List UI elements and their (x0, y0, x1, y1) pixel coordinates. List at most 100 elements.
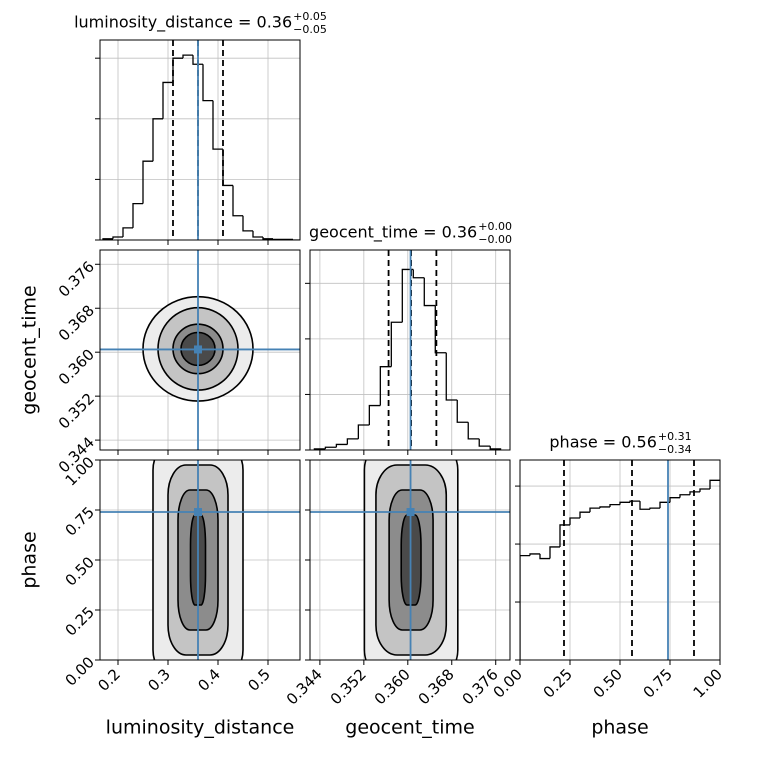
hist-step (629, 500, 640, 503)
y-axis-label: geocent_time (19, 285, 41, 414)
hist-step (609, 503, 620, 507)
truth-marker (194, 345, 202, 354)
y-tick-label: 0.50 (62, 553, 98, 589)
hist-step (445, 352, 458, 401)
x-tick-label: 0.00 (490, 665, 526, 701)
panel-frame (309, 249, 511, 451)
x-axis-label: luminosity_distance (106, 717, 295, 739)
x-axis-label: geocent_time (345, 717, 474, 739)
hist-step (401, 268, 414, 323)
x-tick-label: 0.352 (327, 665, 370, 708)
title-minus: −0.05 (293, 23, 327, 36)
x-tick-label: 0.4 (194, 665, 224, 695)
hist-step (434, 305, 447, 354)
hist-step (412, 269, 425, 279)
hist-step (335, 443, 348, 448)
hist-step (467, 422, 480, 440)
hist-step (549, 546, 560, 559)
x-tick-label: 1.00 (690, 665, 726, 701)
y-axis-label: phase (19, 531, 41, 588)
panel-frame (99, 249, 301, 451)
panel-frame (309, 459, 511, 661)
hist-step (390, 321, 403, 367)
hist-step (619, 501, 630, 505)
hist-step (357, 424, 370, 439)
x-tick-label: 0.344 (283, 665, 326, 708)
panel (100, 250, 300, 450)
hist-step (539, 553, 550, 560)
hist-step (489, 446, 502, 450)
panel (310, 460, 510, 660)
title-minus: −0.34 (658, 443, 692, 456)
x-tick-label: 0.50 (590, 665, 626, 701)
hist-step (232, 185, 243, 217)
hist-step (379, 366, 392, 406)
x-axis-label: phase (591, 717, 648, 739)
panel-frame (99, 459, 301, 661)
hist-step (182, 54, 193, 59)
hist-step (172, 57, 183, 83)
hist-step (599, 506, 610, 509)
x-tick-label: 0.75 (640, 665, 676, 701)
x-tick-label: 0.368 (415, 665, 458, 708)
hist-step (112, 236, 123, 239)
panel-frame (519, 459, 721, 661)
x-tick-label: 0.360 (371, 665, 414, 708)
hist-step (689, 491, 700, 495)
hist-step (324, 446, 337, 449)
title-minus: −0.00 (478, 233, 512, 246)
panel-title: luminosity_distance = 0.36 (74, 13, 292, 33)
hist-step (272, 238, 283, 240)
title-plus: +0.00 (478, 220, 512, 233)
hist-step (202, 64, 213, 102)
hist-step (423, 277, 436, 307)
hist-step (639, 501, 650, 510)
x-tick-label: 0.2 (94, 665, 124, 695)
y-tick-label: 0.368 (55, 302, 98, 345)
hist-step (132, 202, 143, 228)
panel (100, 40, 300, 240)
hist-step (559, 524, 570, 547)
hist-step (529, 553, 540, 556)
hist-step (252, 230, 263, 238)
hist-step (589, 507, 600, 513)
hist-step (659, 501, 670, 509)
y-tick-label: 0.75 (62, 503, 98, 539)
hist-step (649, 507, 660, 510)
hist-step (262, 236, 273, 240)
panel-title: phase = 0.56 (549, 433, 656, 452)
hist-step (162, 81, 173, 119)
panel (100, 460, 300, 660)
hist-step (520, 555, 530, 660)
hist-step (152, 118, 163, 162)
hist-step (222, 149, 233, 187)
hist-step (679, 494, 690, 498)
hist-step (346, 438, 359, 445)
y-tick-label: 0.376 (55, 258, 98, 301)
truth-marker (406, 508, 415, 516)
hist-step (456, 400, 469, 423)
hist-step (212, 100, 223, 150)
panel (310, 250, 510, 450)
hist-step (699, 488, 710, 492)
hist-step (242, 215, 253, 232)
x-tick-label: 0.3 (144, 665, 174, 695)
truth-marker (194, 508, 202, 516)
title-plus: +0.31 (658, 430, 692, 443)
hist-step (122, 227, 133, 237)
hist-step (569, 517, 580, 525)
hist-step (709, 479, 720, 489)
hist-step (669, 497, 680, 503)
panel-frame (99, 39, 301, 241)
hist-step (142, 160, 153, 204)
y-tick-label: 0.25 (62, 603, 98, 639)
y-tick-label: 0.352 (55, 389, 98, 432)
hist-step (579, 511, 590, 518)
title-plus: +0.05 (293, 10, 327, 23)
panel (520, 460, 720, 660)
hist-step (192, 55, 203, 65)
panel-title: geocent_time = 0.36 (309, 223, 477, 243)
x-tick-label: 0.25 (540, 665, 576, 701)
y-tick-label: 0.360 (55, 345, 98, 388)
